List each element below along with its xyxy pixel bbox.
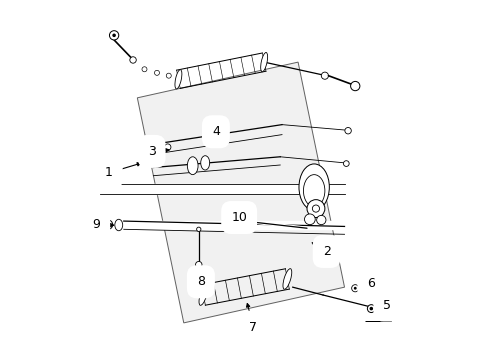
Circle shape: [164, 144, 171, 150]
Circle shape: [195, 261, 202, 268]
Text: 3: 3: [147, 145, 155, 158]
Circle shape: [196, 227, 201, 231]
Ellipse shape: [187, 157, 198, 175]
Ellipse shape: [303, 175, 324, 207]
Ellipse shape: [298, 164, 328, 210]
Circle shape: [103, 220, 112, 229]
Text: 2: 2: [322, 245, 330, 258]
Ellipse shape: [283, 269, 291, 289]
Ellipse shape: [199, 285, 207, 305]
Circle shape: [109, 31, 119, 40]
Circle shape: [142, 67, 147, 72]
Text: 8: 8: [197, 275, 204, 288]
Ellipse shape: [260, 53, 267, 72]
Text: 5: 5: [383, 298, 390, 311]
Circle shape: [154, 70, 159, 75]
Ellipse shape: [175, 69, 182, 89]
Circle shape: [343, 161, 348, 166]
Text: 4: 4: [212, 125, 220, 138]
Circle shape: [112, 33, 116, 37]
Circle shape: [353, 287, 356, 290]
Circle shape: [213, 131, 221, 139]
Circle shape: [166, 73, 171, 78]
Ellipse shape: [115, 219, 122, 231]
Circle shape: [344, 127, 350, 134]
Text: 1: 1: [104, 166, 112, 179]
Circle shape: [130, 57, 136, 63]
Circle shape: [306, 200, 324, 217]
Circle shape: [351, 285, 358, 292]
Circle shape: [369, 307, 372, 310]
Text: 9: 9: [92, 218, 100, 231]
Circle shape: [366, 305, 374, 312]
Text: 6: 6: [366, 277, 374, 290]
Text: 7: 7: [249, 321, 257, 334]
Circle shape: [312, 205, 319, 212]
Circle shape: [321, 72, 328, 79]
Ellipse shape: [201, 156, 209, 170]
Circle shape: [304, 214, 315, 225]
Circle shape: [316, 215, 325, 225]
Text: 10: 10: [231, 211, 246, 224]
Circle shape: [106, 223, 110, 226]
Circle shape: [350, 81, 359, 91]
Polygon shape: [137, 62, 344, 323]
